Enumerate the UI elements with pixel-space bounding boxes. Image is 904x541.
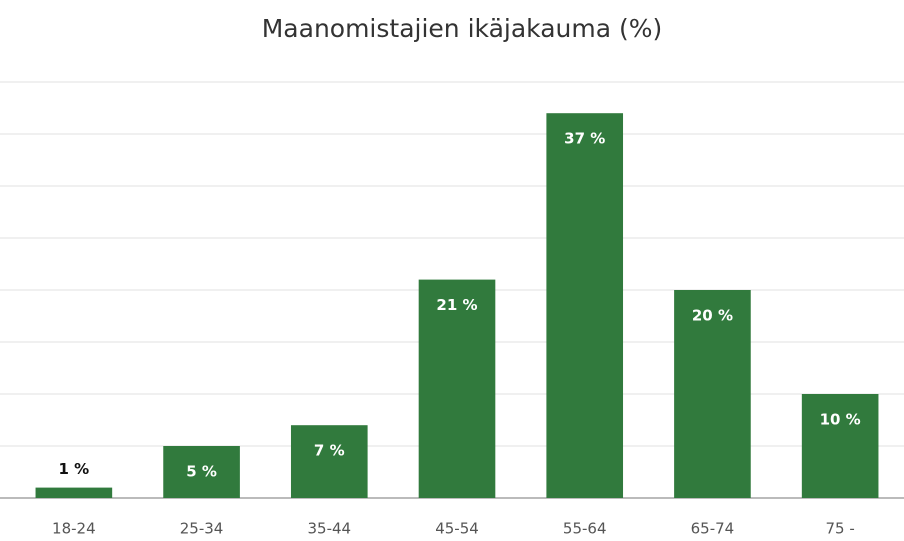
data-label: 10 % — [820, 411, 861, 429]
bar — [801, 394, 879, 498]
data-label: 1 % — [59, 460, 90, 478]
bar — [674, 290, 751, 498]
x-tick-label: 45-54 — [435, 520, 479, 538]
x-tick-label: 25-34 — [180, 520, 224, 538]
bar — [35, 487, 113, 498]
x-tick-label: 55-64 — [563, 520, 607, 538]
bar — [163, 446, 240, 498]
data-label: 21 % — [436, 296, 477, 314]
bar — [546, 113, 624, 498]
x-tick-label: 18-24 — [52, 520, 96, 538]
x-tick-label: 35-44 — [307, 520, 351, 538]
x-tick-label: 75 - — [826, 520, 855, 538]
bar — [290, 425, 368, 498]
data-label: 37 % — [564, 130, 605, 148]
chart-title: Maanomistajien ikäjakauma (%) — [262, 14, 663, 43]
data-label: 5 % — [186, 463, 217, 481]
data-label: 7 % — [314, 442, 345, 460]
x-tick-label: 65-74 — [691, 520, 735, 538]
bar — [418, 279, 496, 498]
data-label: 20 % — [692, 307, 733, 325]
